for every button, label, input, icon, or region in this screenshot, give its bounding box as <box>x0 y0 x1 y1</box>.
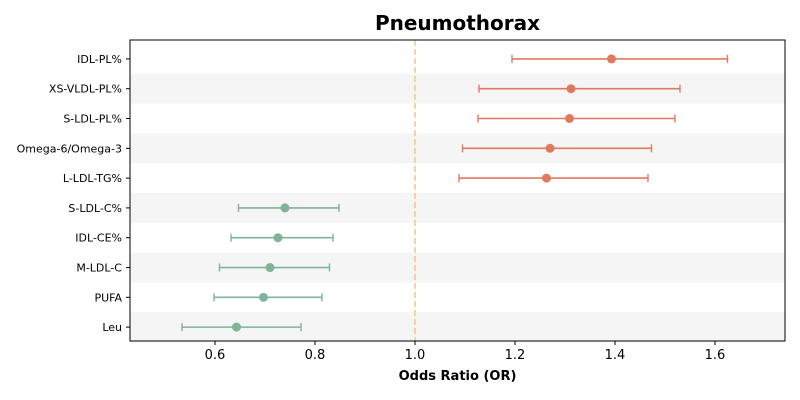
or-point <box>265 263 275 273</box>
or-point <box>565 114 574 124</box>
y-tick-label: M-LDL-C <box>76 262 122 275</box>
x-tick-label: 1.6 <box>705 348 726 363</box>
x-tick-label: 0.8 <box>305 348 326 363</box>
y-tick-label: XS-VLDL-PL% <box>49 83 122 96</box>
row-band <box>130 193 785 223</box>
y-tick-label: L-LDL-TG% <box>63 172 122 185</box>
chart-title: Pneumothorax <box>375 11 540 35</box>
or-point <box>607 54 616 64</box>
x-axis-ticks: 0.6 0.8 1.0 1.2 1.4 1.6 <box>205 341 726 363</box>
y-tick-label: S-LDL-C% <box>68 202 122 215</box>
or-point <box>545 143 555 153</box>
or-point <box>259 292 268 302</box>
x-tick-label: 0.6 <box>205 348 226 363</box>
y-tick-label: Leu <box>102 321 122 334</box>
row-bands <box>130 73 785 343</box>
or-point <box>280 203 290 213</box>
row-band <box>130 133 785 164</box>
y-tick-label: IDL-CE% <box>75 232 122 245</box>
plot-frame <box>129 39 786 342</box>
or-point <box>273 233 283 243</box>
x-axis-label: Odds Ratio (OR) <box>399 369 517 384</box>
y-tick-label: PUFA <box>94 291 122 304</box>
or-point <box>542 173 551 183</box>
or-point <box>232 322 241 332</box>
data-marks <box>181 54 729 332</box>
or-point <box>566 84 576 94</box>
y-axis-ticks: IDL-PL% XS-VLDL-PL% S-LDL-PL% Omega-6/Omega… <box>17 53 130 334</box>
x-tick-label: 1.4 <box>605 348 626 363</box>
x-tick-label: 1.0 <box>405 348 426 363</box>
y-tick-label: S-LDL-PL% <box>63 113 122 126</box>
y-tick-label: Omega-6/Omega-3 <box>17 142 122 155</box>
row-band <box>130 73 785 104</box>
x-tick-label: 1.2 <box>505 348 526 363</box>
y-tick-label: IDL-PL% <box>77 53 122 66</box>
